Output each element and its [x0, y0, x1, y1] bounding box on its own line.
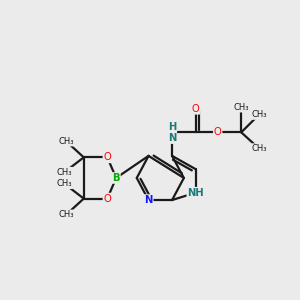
Text: N: N — [144, 195, 153, 205]
Text: B: B — [112, 173, 120, 183]
Text: NH: NH — [187, 188, 204, 198]
Text: O: O — [192, 104, 200, 114]
Text: CH₃: CH₃ — [233, 103, 249, 112]
Text: O: O — [103, 152, 111, 162]
Text: CH₃: CH₃ — [58, 137, 74, 146]
Text: CH₃: CH₃ — [57, 168, 72, 177]
Text: O: O — [214, 127, 222, 137]
Text: CH₃: CH₃ — [57, 179, 72, 188]
Text: CH₃: CH₃ — [251, 144, 267, 153]
Text: O: O — [103, 194, 111, 204]
Text: CH₃: CH₃ — [58, 210, 74, 219]
Text: H
N: H N — [168, 122, 176, 143]
Text: CH₃: CH₃ — [251, 110, 267, 119]
